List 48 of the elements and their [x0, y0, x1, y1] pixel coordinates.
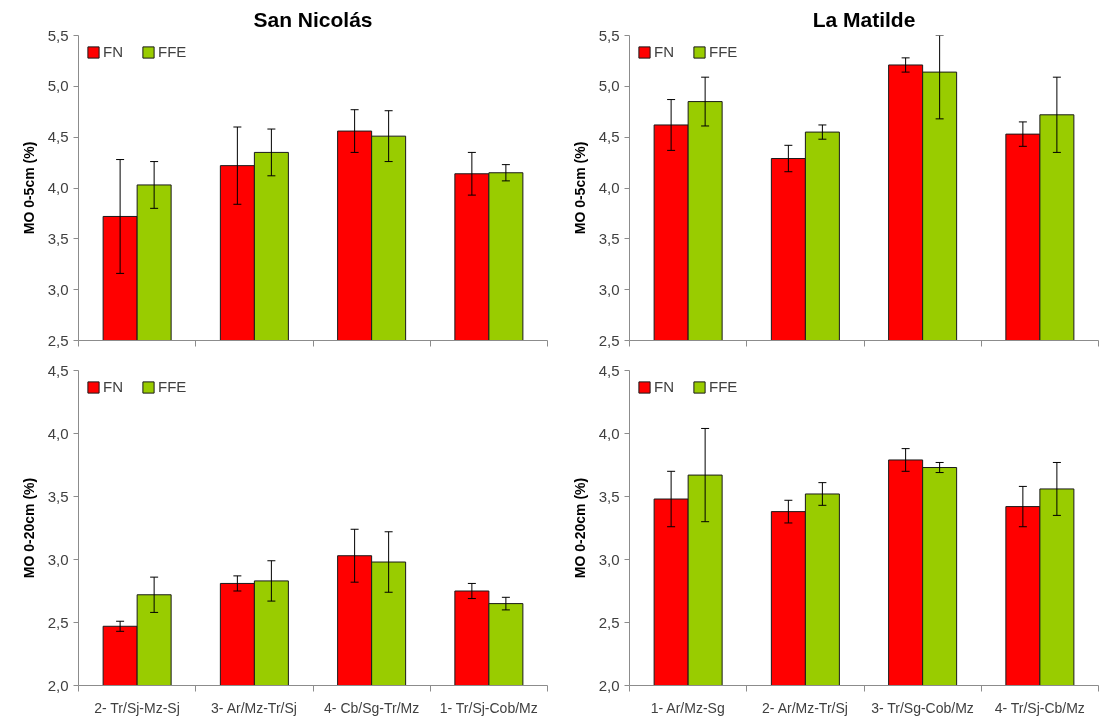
y-tick-label: 5,0	[598, 77, 620, 95]
x-tick-label: 4- Cb/Sg-Tr/Mz	[324, 699, 420, 716]
y-tick-label: 3,5	[47, 229, 69, 247]
y-tick-label: 3,0	[47, 550, 69, 568]
legend-label: FN	[654, 43, 674, 60]
y-tick-label: 4,5	[47, 128, 69, 146]
y-tick-label: 3,5	[47, 487, 69, 505]
x-tick-label: 4- Tr/Sj-Cb/Mz	[994, 699, 1085, 716]
y-tick-label: 4,5	[598, 361, 620, 379]
y-tick-label: 3,0	[598, 550, 620, 568]
y-tick-label: 4,0	[47, 179, 69, 196]
chart-title: San Nicolás	[253, 7, 373, 31]
y-tick-label: 3,0	[598, 280, 620, 298]
x-tick-label: 2- Ar/Mz-Tr/Sj	[762, 699, 848, 716]
legend-label: FN	[654, 378, 674, 395]
y-tick-label: 5,5	[47, 26, 69, 44]
x-tick-label: 1- Ar/Mz-Sg	[650, 699, 725, 716]
legend-label: FFE	[158, 378, 187, 395]
y-tick-label: 2,5	[598, 331, 620, 349]
y-tick-label: 5,0	[47, 77, 69, 95]
legend-label: FFE	[158, 43, 187, 60]
y-tick-label: 4,0	[47, 424, 69, 442]
legend-label: FN	[103, 378, 123, 395]
y-tick-label: 4,0	[598, 424, 620, 442]
y-tick-label: 2,0	[598, 676, 620, 694]
legend-label: FFE	[709, 43, 738, 60]
y-tick-label: 3,5	[598, 229, 620, 247]
y-tick-label: 4,0	[598, 179, 620, 196]
legend-label: FFE	[709, 378, 738, 395]
x-tick-label: 2- Tr/Sj-Mz-Sj	[94, 699, 180, 716]
x-tick-label: 1- Tr/Sj-Cob/Mz	[439, 699, 538, 716]
y-axis-title: MO 0-20cm (%)	[20, 477, 37, 579]
y-tick-label: 2,0	[47, 676, 69, 694]
y-tick-label: 2,5	[598, 613, 620, 631]
chart-title: La Matilde	[812, 7, 916, 31]
y-axis-title: MO 0-20cm (%)	[571, 477, 588, 579]
x-tick-label: 3- Ar/Mz-Tr/Sj	[211, 699, 297, 716]
y-tick-label: 4,5	[598, 128, 620, 146]
legend-label: FN	[103, 43, 123, 60]
x-tick-label: 3- Tr/Sg-Cob/Mz	[871, 699, 974, 716]
y-tick-label: 4,5	[47, 361, 69, 379]
y-tick-label: 2,5	[47, 613, 69, 631]
y-tick-label: 5,5	[598, 26, 620, 44]
y-tick-label: 3,5	[598, 487, 620, 505]
y-axis-title: MO 0-5cm (%)	[20, 141, 37, 235]
y-axis-title: MO 0-5cm (%)	[571, 141, 588, 235]
y-tick-label: 3,0	[47, 280, 69, 298]
y-tick-label: 2,5	[47, 331, 69, 349]
